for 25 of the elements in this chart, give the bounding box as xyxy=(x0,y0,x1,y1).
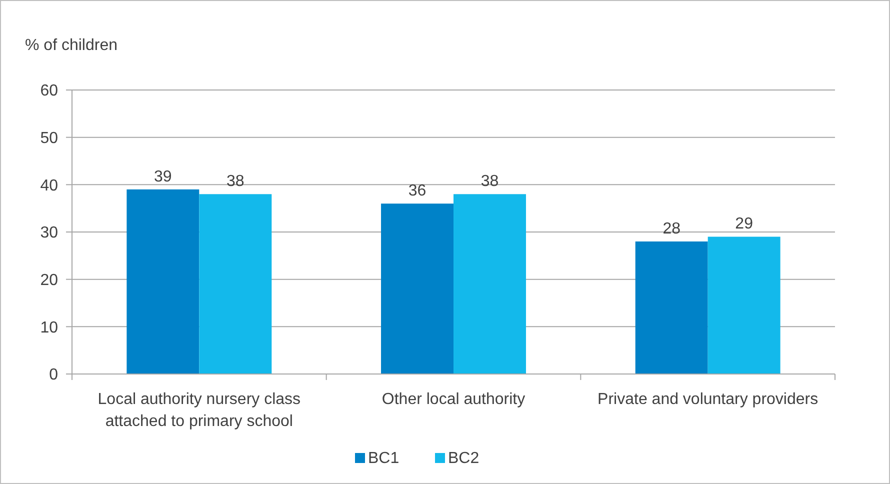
y-tick-label: 20 xyxy=(40,272,58,289)
bar xyxy=(199,194,272,374)
data-label: 38 xyxy=(480,173,499,190)
legend-label: BC2 xyxy=(448,450,480,467)
bar xyxy=(381,204,454,374)
x-tick-label: Other local authority xyxy=(382,391,526,408)
y-tick-label: 30 xyxy=(40,224,58,242)
legend-label: BC1 xyxy=(368,450,400,467)
data-label: 39 xyxy=(154,168,172,186)
bar xyxy=(454,194,526,374)
x-tick-label: Local authority nursery class attached to primary school xyxy=(98,391,301,430)
bar xyxy=(708,236,780,374)
bar xyxy=(126,189,200,374)
y-tick-label: 40 xyxy=(40,177,58,194)
x-tick-label: Private and voluntary providers xyxy=(598,391,818,408)
data-label: 38 xyxy=(226,173,244,190)
data-label: 28 xyxy=(662,220,681,238)
y-tick-label: 60 xyxy=(40,82,58,100)
data-label: 29 xyxy=(735,216,754,233)
y-tick-label: 0 xyxy=(49,366,58,384)
y-axis-title: % of children xyxy=(25,37,118,54)
y-tick-label: 50 xyxy=(40,130,58,147)
y-tick-label: 10 xyxy=(40,319,58,336)
bar xyxy=(635,241,708,374)
data-label: 36 xyxy=(408,182,426,200)
